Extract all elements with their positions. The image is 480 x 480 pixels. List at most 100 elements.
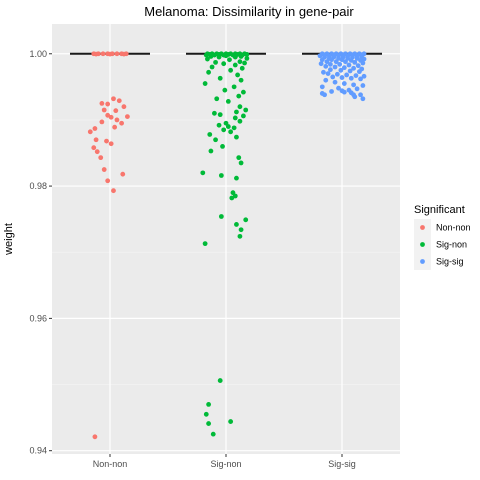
data-point-non-non — [114, 51, 120, 57]
data-point-sig-non — [206, 421, 212, 426]
data-point-sig-non — [214, 96, 220, 102]
data-point-non-non — [121, 104, 127, 110]
legend-label-sig-sig: Sig-sig — [436, 257, 464, 267]
data-point-sig-sig — [358, 76, 363, 82]
data-point-sig-non — [232, 115, 238, 121]
data-point-non-non — [105, 101, 111, 107]
y-tick-label: 0.98 — [29, 181, 47, 191]
data-point-non-non — [105, 178, 111, 184]
data-point-sig-non — [238, 160, 244, 166]
data-point-sig-sig — [339, 57, 345, 63]
data-point-sig-non — [228, 67, 234, 73]
data-point-non-non — [120, 171, 126, 177]
data-point-sig-non — [237, 118, 243, 124]
data-point-non-non — [91, 145, 97, 151]
data-point-sig-sig — [353, 73, 359, 78]
data-point-sig-non — [203, 411, 209, 417]
data-point-sig-non — [237, 59, 243, 65]
data-point-sig-sig — [344, 72, 350, 78]
data-point-sig-non — [236, 155, 242, 161]
data-point-non-non — [105, 112, 111, 118]
data-point-sig-sig — [338, 67, 344, 73]
data-point-non-non — [114, 117, 120, 123]
data-point-non-non — [93, 51, 99, 57]
y-tick-label: 0.94 — [29, 446, 47, 456]
data-point-sig-sig — [352, 94, 358, 100]
data-point-sig-non — [213, 59, 218, 65]
data-point-non-non — [99, 100, 105, 106]
y-tick-label: 0.96 — [29, 313, 47, 323]
data-point-sig-non — [239, 65, 245, 71]
data-point-non-non — [101, 107, 107, 113]
data-point-sig-sig — [336, 85, 341, 91]
data-point-sig-sig — [357, 69, 362, 75]
data-point-sig-non — [234, 222, 239, 227]
data-point-sig-sig — [317, 53, 323, 59]
data-point-sig-non — [225, 124, 231, 129]
data-points — [87, 51, 367, 440]
data-point-sig-non — [202, 81, 208, 86]
data-point-sig-non — [235, 72, 241, 78]
data-point-sig-sig — [319, 57, 325, 63]
legend-key-sig-sig — [420, 259, 425, 264]
data-point-non-non — [94, 149, 100, 155]
data-point-sig-sig — [321, 69, 326, 75]
data-point-non-non — [116, 98, 122, 104]
data-point-sig-sig — [334, 71, 340, 77]
legend: Significant Non-non Sig-non Sig-sig — [414, 204, 471, 270]
data-point-sig-sig — [354, 56, 360, 61]
x-axis-ticks: Non-non Sig-non Sig-sig — [93, 454, 356, 469]
data-point-sig-sig — [341, 65, 347, 71]
data-point-sig-non — [244, 52, 250, 57]
data-point-non-non — [92, 434, 98, 440]
data-point-sig-sig — [343, 59, 348, 65]
data-point-sig-sig — [325, 71, 331, 77]
data-point-sig-non — [200, 170, 206, 176]
data-point-sig-non — [208, 148, 214, 154]
data-point-sig-sig — [319, 84, 325, 90]
data-point-sig-sig — [328, 61, 333, 67]
data-point-sig-non — [228, 129, 234, 135]
data-point-sig-non — [221, 61, 227, 67]
y-axis-ticks: 0.94 0.96 0.98 1.00 — [29, 49, 52, 456]
data-point-sig-sig — [352, 59, 358, 65]
data-point-sig-non — [231, 125, 237, 131]
y-tick-label: 1.00 — [29, 49, 47, 59]
legend-key-non-non — [420, 225, 425, 230]
data-point-sig-sig — [360, 96, 366, 102]
data-point-sig-non — [209, 64, 215, 70]
data-point-sig-non — [227, 57, 232, 63]
data-point-sig-non — [222, 87, 228, 93]
data-point-sig-sig — [348, 75, 354, 81]
data-point-non-non — [87, 129, 93, 135]
data-point-sig-non — [228, 419, 234, 424]
data-point-sig-non — [234, 175, 239, 181]
data-point-non-non — [121, 51, 127, 57]
chart-title: Melanoma: Dissimilarity in gene-pair — [144, 4, 354, 19]
y-axis-title: weight — [3, 223, 15, 256]
data-point-non-non — [107, 51, 113, 57]
data-point-sig-non — [223, 53, 229, 59]
data-point-sig-non — [217, 75, 223, 81]
data-point-sig-non — [206, 69, 212, 75]
data-point-sig-sig — [333, 59, 339, 65]
data-point-non-non — [112, 124, 118, 130]
data-point-sig-non — [236, 93, 242, 99]
data-point-sig-sig — [322, 92, 327, 98]
data-point-sig-sig — [360, 60, 366, 66]
data-point-sig-non — [232, 62, 238, 68]
data-point-sig-non — [208, 54, 214, 59]
data-point-sig-non — [234, 134, 239, 140]
data-point-non-non — [93, 137, 99, 143]
data-point-sig-non — [217, 378, 223, 383]
data-point-sig-non — [218, 214, 224, 219]
data-point-sig-sig — [318, 61, 324, 67]
data-point-sig-non — [242, 60, 247, 66]
data-point-sig-sig — [323, 63, 329, 69]
data-point-sig-non — [212, 110, 217, 116]
legend-title: Significant — [414, 204, 465, 216]
data-point-sig-sig — [358, 92, 363, 98]
data-point-sig-non — [225, 99, 231, 104]
data-point-sig-non — [232, 54, 238, 60]
